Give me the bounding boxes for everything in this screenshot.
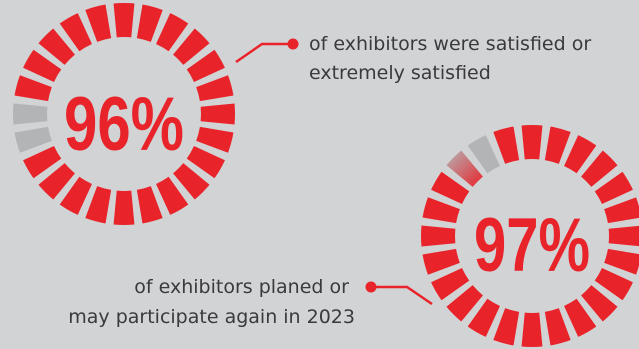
donut-1-segment-filled [38, 28, 75, 65]
donut-2-segment-filled [581, 150, 618, 187]
donut-1-segment-empty [14, 126, 52, 153]
donut-1-segment-filled [196, 75, 234, 102]
donut-2-segment-filled [446, 285, 483, 322]
connector-participate [365, 281, 433, 306]
donut-2-segment-filled [604, 248, 639, 275]
donut-2-segment-filled [544, 308, 571, 346]
donut-1-segment-filled [113, 190, 135, 226]
donut-1-segment-filled [173, 28, 210, 65]
caption-satisfied: of exhibitors were satisfied or extremel… [309, 33, 597, 84]
donut-1-segment-filled [59, 176, 92, 215]
donut-1-segment-filled [173, 163, 210, 200]
donut-1-percent-label: 96% [64, 82, 184, 167]
donut-2-segment-filled [594, 171, 633, 204]
caption-participate: of exhibitors planed or may participate … [68, 276, 355, 328]
donut-chart-participate: 97% [420, 124, 639, 348]
donut-1-segment-filled [23, 49, 62, 82]
connector-dot-satisfied [287, 38, 299, 50]
donut-1-segment-filled [38, 163, 75, 200]
donut-2-segment-filled [604, 197, 639, 224]
donut-2-segment-filled [493, 126, 520, 164]
caption-participate-line-1: of exhibitors planed or [134, 276, 349, 298]
donut-2-segment-filled [422, 197, 460, 224]
caption-satisfied-line-1: of exhibitors were satisfied or [309, 33, 591, 55]
donut-1-segment-filled [14, 75, 52, 102]
donut-1-segment-filled [85, 186, 112, 224]
donut-1-segment-filled [136, 4, 163, 42]
donut-1-segment-filled [59, 13, 92, 52]
donut-2-segment-filled [493, 308, 520, 346]
donut-1-segment-filled [196, 126, 234, 153]
donut-2-segment-filled [467, 298, 500, 337]
donut-1-segment-filled [85, 4, 112, 42]
donut-2-segment-filled [420, 225, 456, 247]
donut-2-segment-filled [422, 248, 460, 275]
donut-2-segment-empty [467, 135, 500, 174]
donut-2-segment-filled [431, 268, 470, 301]
donut-1-segment-filled [113, 2, 135, 38]
donut-2-segment-filled [564, 298, 597, 337]
donut-2-segment-filled [431, 171, 470, 204]
donut-2-percent-label: 97% [474, 203, 590, 288]
donut-1-segment-filled [200, 103, 236, 125]
donut-2-segment-filled [594, 268, 633, 301]
caption-satisfied-line-2: extremely satisfied [309, 62, 491, 84]
donut-1-segment-filled [186, 49, 225, 82]
caption-participate-line-2: may participate again in 2023 [68, 306, 355, 328]
donut-1-segment-filled [186, 146, 225, 179]
connector-line-satisfied [235, 42, 292, 64]
donut-1-segment-filled [156, 176, 189, 215]
donut-2-segment-filled [564, 135, 597, 174]
donut-1-segment-empty [12, 103, 48, 125]
donut-chart-satisfied: 96% [12, 2, 236, 226]
connector-line-participate [371, 285, 433, 306]
donut-1-segment-filled [23, 146, 62, 179]
donut-1-segment-filled [156, 13, 189, 52]
donut-1-segments [12, 2, 236, 226]
donut-2-segment-partial [446, 150, 483, 187]
connector-satisfied [235, 38, 299, 64]
donut-2-segments [420, 124, 639, 348]
donut-2-segment-filled [521, 124, 543, 160]
donut-2-segment-filled [544, 126, 571, 164]
donut-2-segment-filled [608, 225, 639, 247]
donut-2-segment-filled [521, 312, 543, 348]
donut-1-segment-filled [136, 186, 163, 224]
donut-2-segment-filled [581, 285, 618, 322]
